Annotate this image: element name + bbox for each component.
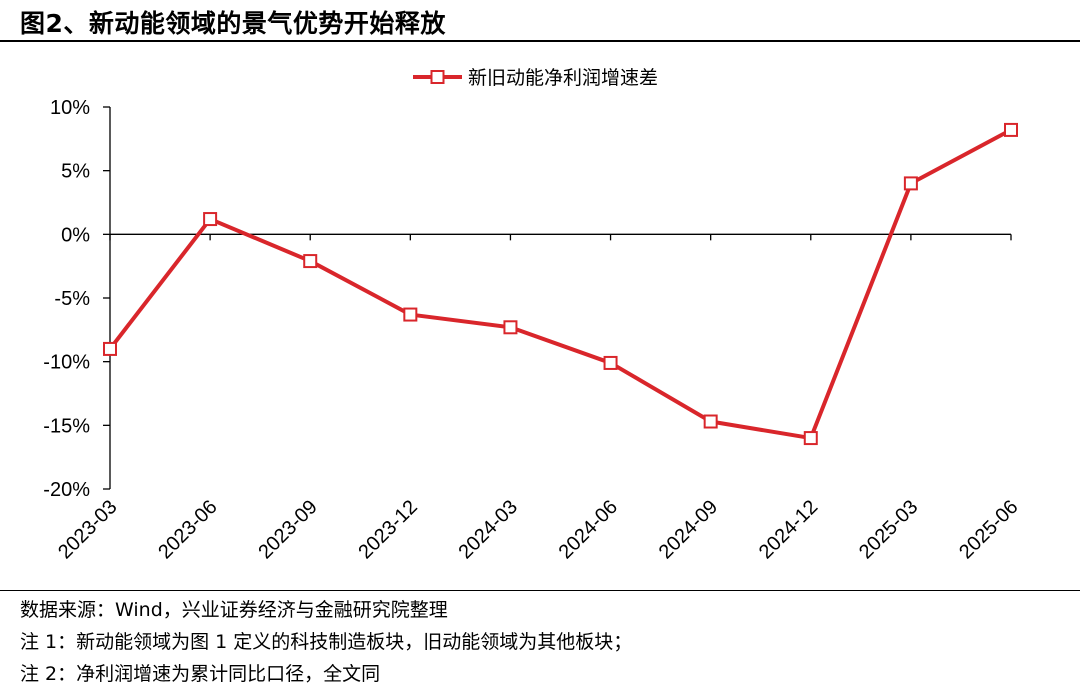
data-point: [303, 254, 318, 269]
data-point: [903, 176, 918, 191]
data-point: [103, 341, 117, 356]
y-tick-label: 5%: [61, 161, 90, 183]
x-tick-label: 2025-06: [955, 496, 1022, 563]
x-tick-label: 2024-09: [655, 496, 722, 563]
y-tick-label: -5%: [54, 288, 90, 310]
x-tick-label: 2023-03: [54, 496, 121, 563]
x-tick-label: 2024-12: [755, 496, 822, 563]
figure-title: 图2、新动能领域的景气优势开始释放: [20, 9, 446, 38]
title-rule: [0, 40, 1080, 42]
legend-label: 新旧动能净利润增速差: [468, 67, 658, 89]
y-tick-label: 10%: [50, 97, 90, 119]
x-tick-label: 2023-09: [254, 496, 321, 563]
y-tick-label: -15%: [43, 415, 90, 437]
x-tick-label: 2025-03: [855, 496, 922, 563]
notes-block: 数据来源：Wind，兴业证券经济与金融研究院整理 注 1：新动能领域为图 1 定…: [20, 594, 632, 690]
x-tick-label: 2023-12: [354, 496, 421, 563]
data-point: [203, 212, 218, 227]
line-chart: 10% 5% 0% -5% -10% -15% -20%2023-03 2023-06 2023…: [43, 67, 1022, 563]
data-point: [603, 355, 618, 370]
note-2: 注 2：净利润增速为累计同比口径，全文同: [20, 663, 381, 685]
data-point: [1004, 122, 1018, 137]
series-line: [108, 128, 1012, 441]
data-point: [403, 307, 418, 322]
data-point: [803, 431, 818, 446]
legend-marker: [430, 70, 445, 84]
x-tick-label: 2024-06: [555, 496, 622, 563]
data-point: [703, 414, 718, 429]
y-tick-label: 0%: [61, 224, 90, 246]
notes-rule: [0, 590, 1080, 591]
note-1: 注 1：新动能领域为图 1 定义的科技制造板块，旧动能领域为其他板块；: [20, 631, 633, 653]
y-tick-label: -10%: [43, 352, 90, 374]
source-note: 数据来源：Wind，兴业证券经济与金融研究院整理: [20, 599, 448, 621]
x-tick-label: 2023-06: [154, 496, 221, 563]
data-point: [503, 320, 518, 335]
y-tick-label: -20%: [43, 479, 90, 501]
x-tick-label: 2024-03: [455, 496, 522, 563]
